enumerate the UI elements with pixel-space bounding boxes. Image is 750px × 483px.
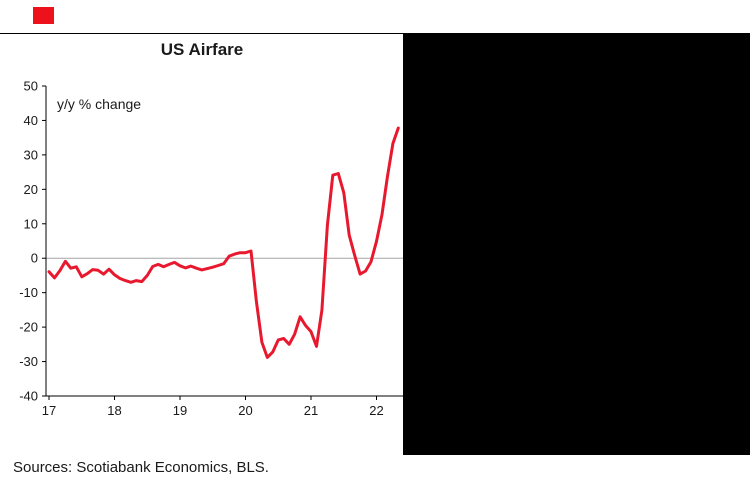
svg-text:19: 19 xyxy=(173,403,187,418)
svg-text:20: 20 xyxy=(24,182,38,197)
svg-text:18: 18 xyxy=(107,403,121,418)
scotiabank-logo-red-square xyxy=(33,7,54,24)
svg-text:-40: -40 xyxy=(19,389,38,404)
svg-text:-30: -30 xyxy=(19,354,38,369)
svg-text:22: 22 xyxy=(369,403,383,418)
sources-text: Sources: Scotiabank Economics, BLS. xyxy=(13,459,269,476)
svg-text:20: 20 xyxy=(238,403,252,418)
chart-annotation: y/y % change xyxy=(57,96,142,112)
svg-text:10: 10 xyxy=(24,216,38,231)
svg-text:21: 21 xyxy=(304,403,318,418)
airfare-chart-panel: 50 40 30 20 10 0 -10 -20 -30 -40 17 18 19 20 21 22 US A… xyxy=(0,34,404,455)
svg-text:17: 17 xyxy=(42,403,56,418)
svg-text:30: 30 xyxy=(24,147,38,162)
top-divider-line xyxy=(0,33,750,34)
svg-text:-10: -10 xyxy=(19,285,38,300)
svg-text:0: 0 xyxy=(31,251,38,266)
chart-title: US Airfare xyxy=(160,40,244,59)
svg-text:50: 50 xyxy=(24,79,38,94)
black-panel xyxy=(403,33,750,455)
svg-text:-20: -20 xyxy=(19,320,38,335)
airfare-chart-svg: 50 40 30 20 10 0 -10 -20 -30 -40 17 18 19 20 21 22 xyxy=(19,79,404,418)
svg-text:40: 40 xyxy=(24,113,38,128)
